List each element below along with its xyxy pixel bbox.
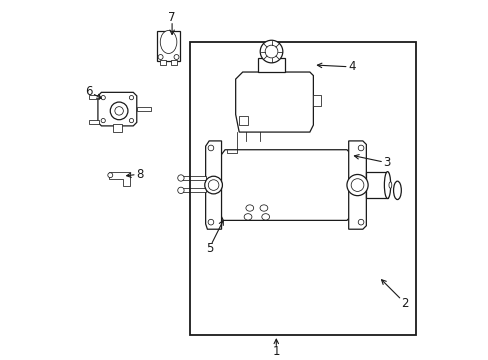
Circle shape bbox=[358, 145, 363, 151]
Bar bbox=[157, 31, 180, 60]
Circle shape bbox=[101, 95, 105, 100]
Circle shape bbox=[260, 40, 282, 63]
Text: 8: 8 bbox=[136, 167, 143, 181]
Bar bbox=[113, 125, 122, 132]
Circle shape bbox=[208, 145, 213, 151]
Circle shape bbox=[129, 95, 133, 100]
Circle shape bbox=[174, 55, 179, 59]
Text: 5: 5 bbox=[205, 242, 213, 255]
Bar bbox=[313, 95, 321, 105]
Circle shape bbox=[358, 219, 363, 225]
Polygon shape bbox=[219, 150, 350, 220]
Text: 1: 1 bbox=[272, 345, 280, 358]
Bar bbox=[89, 95, 99, 99]
Ellipse shape bbox=[160, 31, 177, 54]
Text: 3: 3 bbox=[383, 156, 390, 169]
Circle shape bbox=[177, 187, 183, 194]
Text: 6: 6 bbox=[85, 85, 92, 98]
Polygon shape bbox=[257, 58, 285, 72]
Ellipse shape bbox=[244, 214, 251, 220]
Bar bbox=[181, 188, 205, 193]
Circle shape bbox=[101, 118, 105, 123]
Circle shape bbox=[204, 176, 222, 194]
Polygon shape bbox=[235, 72, 313, 132]
Bar bbox=[137, 107, 151, 111]
Polygon shape bbox=[98, 93, 137, 126]
Text: 7: 7 bbox=[168, 11, 176, 24]
Text: 2: 2 bbox=[400, 297, 408, 310]
Bar bbox=[171, 60, 176, 65]
Circle shape bbox=[107, 173, 113, 177]
Polygon shape bbox=[205, 141, 221, 229]
Circle shape bbox=[129, 118, 133, 123]
Circle shape bbox=[158, 55, 163, 59]
Circle shape bbox=[346, 175, 367, 195]
Circle shape bbox=[110, 102, 128, 120]
Bar bbox=[239, 116, 247, 125]
Ellipse shape bbox=[384, 172, 390, 198]
Polygon shape bbox=[108, 172, 129, 186]
Bar bbox=[189, 42, 415, 335]
Bar bbox=[89, 120, 99, 124]
Polygon shape bbox=[348, 141, 366, 229]
Bar bbox=[366, 172, 387, 198]
Text: 4: 4 bbox=[347, 60, 355, 73]
Ellipse shape bbox=[260, 205, 267, 211]
Circle shape bbox=[177, 175, 183, 181]
Ellipse shape bbox=[393, 181, 401, 199]
Bar bbox=[160, 60, 166, 65]
Circle shape bbox=[208, 219, 213, 225]
Bar bbox=[181, 176, 205, 180]
Ellipse shape bbox=[261, 214, 269, 220]
Ellipse shape bbox=[388, 182, 391, 188]
Ellipse shape bbox=[245, 205, 253, 211]
